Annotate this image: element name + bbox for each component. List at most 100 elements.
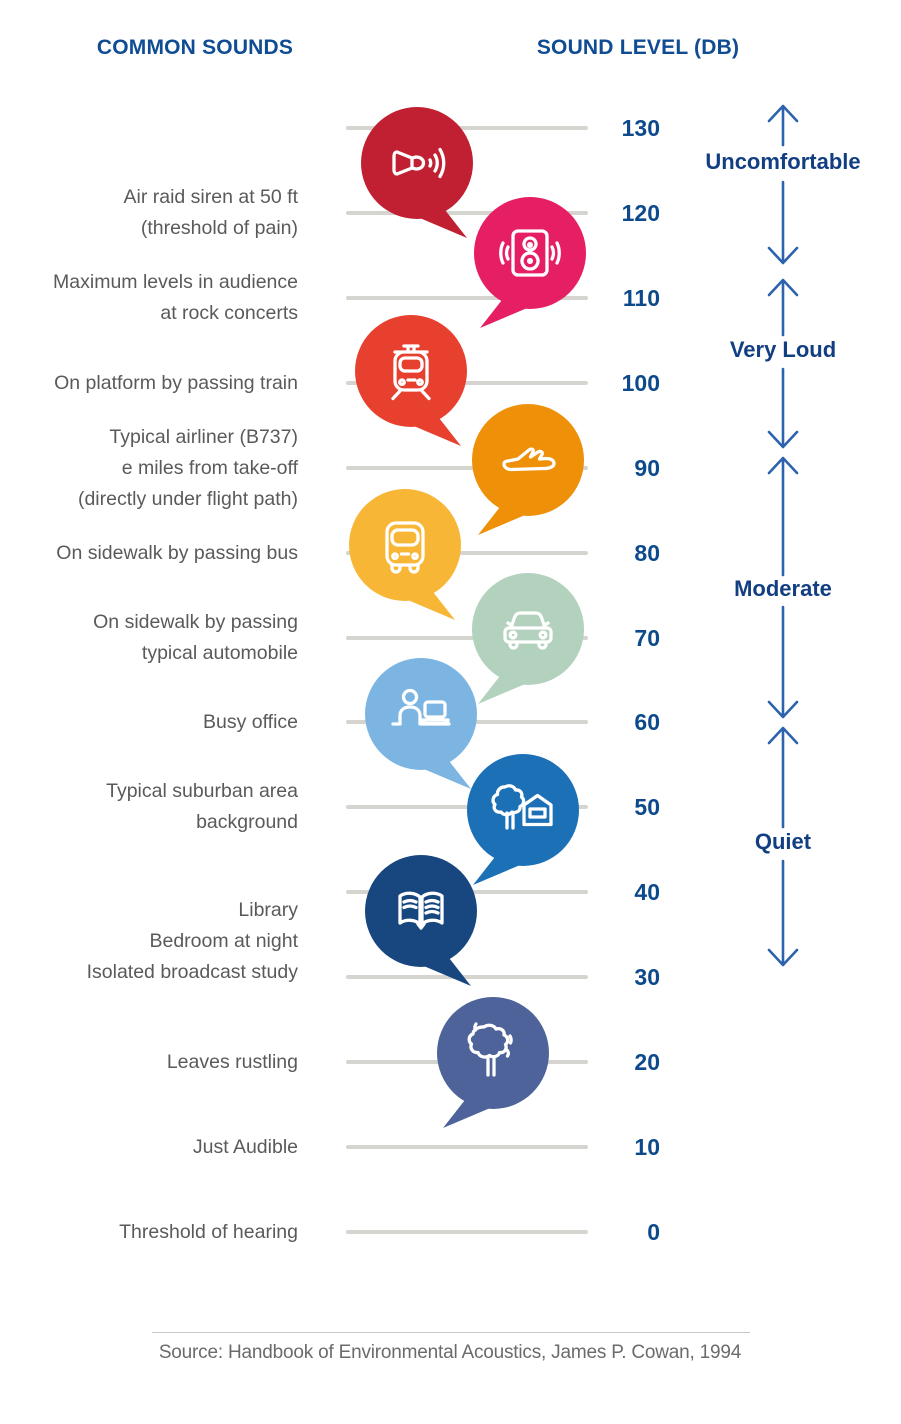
axis-tick-label: 90 <box>634 455 660 481</box>
bus-icon <box>385 521 425 574</box>
sound-bubble <box>342 93 492 248</box>
axis-tick-label: 130 <box>621 115 660 141</box>
bus-icon <box>349 489 461 620</box>
siren-horn-icon <box>392 147 446 179</box>
arrow-up-icon <box>767 726 799 829</box>
train-icon <box>391 344 431 401</box>
open-book-icon <box>365 855 477 986</box>
sound-label-line: Library <box>238 899 298 921</box>
sound-label-line: typical automobile <box>141 642 298 664</box>
sound-label: Leaves rustling <box>0 1047 298 1078</box>
axis-tick-label: 100 <box>621 370 660 396</box>
loudspeaker-icon <box>474 197 586 328</box>
column-title-common-sounds: COMMON SOUNDS <box>96 36 294 59</box>
sound-label: Busy office <box>0 707 298 738</box>
sound-label: Threshold of hearing <box>0 1217 298 1248</box>
db-gridline <box>346 211 588 215</box>
sound-label: Library Bedroom at night Isolated broadcas… <box>0 895 298 988</box>
sound-label-line: (directly under flight path) <box>77 488 298 510</box>
sound-bubble <box>418 983 568 1138</box>
suburb-house-tree-icon <box>491 784 553 830</box>
bubble-circle <box>437 997 549 1109</box>
axis-tick-label: 120 <box>621 200 660 226</box>
db-gridline <box>346 1230 588 1234</box>
sound-bubble <box>448 740 598 895</box>
db-gridline <box>346 126 588 130</box>
sound-label-line: Threshold of hearing <box>119 1221 298 1243</box>
category-label-quiet: Quiet <box>754 829 812 854</box>
car-icon <box>472 573 584 704</box>
loudspeaker-icon <box>499 229 561 277</box>
arrow-up-icon <box>767 278 799 337</box>
db-gridline <box>346 636 588 640</box>
car-icon <box>503 611 553 650</box>
axis-tick-label: 20 <box>634 1049 660 1075</box>
axis-tick-label: 0 <box>647 1219 660 1245</box>
arrow-down-icon <box>767 605 799 719</box>
axis-tick-label: 110 <box>622 285 660 311</box>
sound-label-line: Bedroom at night <box>149 930 298 952</box>
sound-label-line: Typical suburban area <box>106 780 298 802</box>
sound-label-line: Leaves rustling <box>166 1051 298 1073</box>
sound-label: On platform by passing train <box>0 368 298 399</box>
sound-label-line: On platform by passing train <box>54 372 298 394</box>
office-worker-icon <box>391 688 451 726</box>
sound-label: On sidewalk by passing bus <box>0 538 298 569</box>
db-gridline <box>346 805 588 809</box>
sound-label-line: (threshold of pain) <box>140 217 298 239</box>
arrow-down-icon <box>767 180 799 265</box>
open-book-icon <box>398 891 444 930</box>
sound-label-line: Just Audible <box>192 1136 298 1158</box>
sound-bubble <box>453 559 603 714</box>
bubble-circle <box>472 404 584 516</box>
airplane-icon <box>472 404 584 535</box>
airplane-icon <box>502 447 556 472</box>
sound-label: Typical airliner (B737) e miles from take… <box>0 422 298 515</box>
sound-label: Just Audible <box>0 1132 298 1163</box>
loudness-category-arrow-rail <box>767 104 799 967</box>
axis-tick-label: 70 <box>634 625 660 651</box>
sound-bubble <box>330 475 480 630</box>
siren-horn-icon <box>361 107 473 238</box>
sound-label-line: Typical airliner (B737) <box>109 426 298 448</box>
db-gridline <box>346 551 588 555</box>
bubble-circle <box>361 107 473 219</box>
category-label-very-loud: Very Loud <box>729 337 837 362</box>
arrow-down-icon <box>767 859 799 967</box>
db-gridline <box>346 381 588 385</box>
sound-label: Air raid siren at 50 ft (threshold of pai… <box>0 182 299 244</box>
sound-label-line: On sidewalk by passing bus <box>56 542 298 564</box>
db-gridline <box>346 975 588 979</box>
sound-bubble <box>336 301 486 456</box>
source-divider <box>152 1332 750 1333</box>
arrow-up-icon <box>767 456 799 577</box>
sound-label-line: background <box>196 811 298 833</box>
sound-label-line: Air raid siren at 50 ft <box>123 186 299 208</box>
db-gridline <box>346 296 588 300</box>
axis-tick-label: 80 <box>634 540 660 566</box>
db-gridline <box>346 1145 588 1149</box>
arrow-down-icon <box>767 367 799 449</box>
rustling-tree-icon <box>467 1022 513 1077</box>
sound-label-line: at rock concerts <box>160 302 298 324</box>
db-gridline <box>346 466 588 470</box>
sound-label-line: On sidewalk by passing <box>93 611 298 633</box>
axis-tick-label: 40 <box>634 879 660 905</box>
category-label-moderate: Moderate <box>734 576 832 601</box>
sound-bubble <box>346 841 496 996</box>
train-icon <box>355 315 467 446</box>
sound-label-line: Isolated broadcast study <box>86 961 298 983</box>
sound-bubble <box>346 644 496 799</box>
sound-label: Maximum levels in audience at rock concer… <box>0 267 298 329</box>
rustling-tree-icon <box>437 997 549 1128</box>
column-title-sound-level: SOUND LEVEL (DB) <box>536 36 740 59</box>
sound-label: On sidewalk by passing typical automobile <box>0 607 298 669</box>
suburb-house-tree-icon <box>467 754 579 885</box>
sound-label-line: e miles from take-off <box>121 457 298 479</box>
category-label-uncomfortable: Uncomfortable <box>705 149 861 174</box>
sound-label-line: Maximum levels in audience <box>53 271 298 293</box>
sound-label-line: Busy office <box>202 711 298 733</box>
office-worker-icon <box>365 658 477 789</box>
axis-tick-label: 60 <box>634 709 660 735</box>
